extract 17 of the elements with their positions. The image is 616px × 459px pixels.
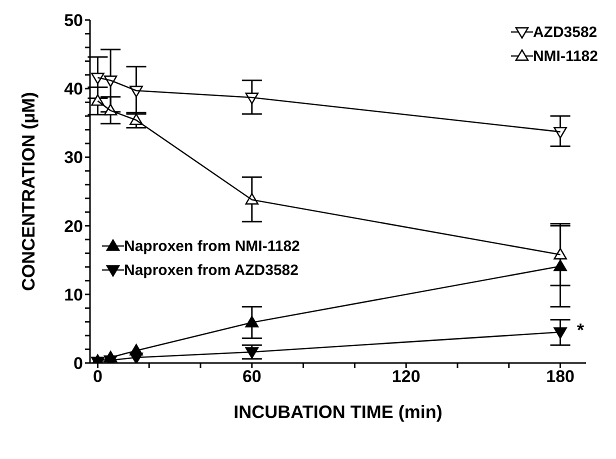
x-axis-title: INCUBATION TIME (min) bbox=[234, 402, 442, 422]
y-tick-label: 20 bbox=[64, 216, 83, 236]
x-tick-label: 180 bbox=[546, 367, 574, 386]
x-tick-label: 120 bbox=[392, 367, 420, 386]
legend-label: Naproxen from NMI-1182 bbox=[124, 238, 300, 254]
y-tick-label: 0 bbox=[74, 354, 83, 374]
y-tick-label: 50 bbox=[64, 11, 83, 30]
x-tick-label: 0 bbox=[92, 367, 102, 386]
y-axis-title: CONCENTRATION (µM) bbox=[18, 92, 38, 292]
x-tick-label: 60 bbox=[242, 367, 262, 386]
y-tick-label: 30 bbox=[64, 148, 83, 168]
y-tick-label: 10 bbox=[64, 285, 83, 304]
legend-label: NMI-1182 bbox=[532, 48, 598, 64]
legend-label: AZD3582 bbox=[532, 24, 598, 40]
y-tick-label: 40 bbox=[64, 80, 83, 99]
annotation: * bbox=[576, 320, 584, 341]
legend-label: Naproxen from AZD3582 bbox=[124, 262, 298, 278]
